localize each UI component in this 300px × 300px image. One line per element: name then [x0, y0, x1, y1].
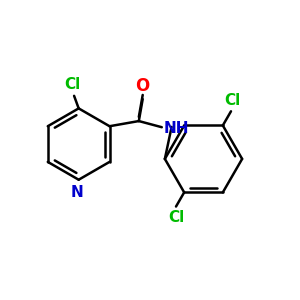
Text: Cl: Cl: [168, 209, 184, 224]
Text: N: N: [71, 185, 84, 200]
Text: O: O: [136, 76, 150, 94]
Text: NH: NH: [163, 121, 189, 136]
Text: Cl: Cl: [224, 93, 241, 108]
Text: Cl: Cl: [64, 77, 81, 92]
